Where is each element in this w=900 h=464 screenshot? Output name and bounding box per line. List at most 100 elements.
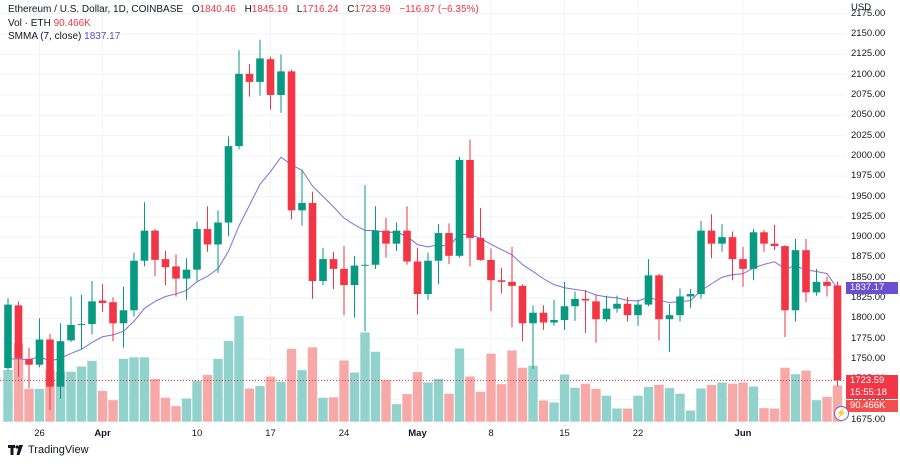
candle-body	[151, 230, 159, 260]
candle-body	[245, 73, 254, 82]
candle-body	[287, 71, 296, 211]
volume-label[interactable]: Vol · ETH	[8, 17, 51, 29]
candle-body	[172, 266, 180, 279]
volume-bar	[24, 388, 34, 422]
volume-bar	[328, 397, 339, 422]
tradingview-logo-icon	[8, 444, 23, 455]
price-axis-label: 1675.00	[851, 413, 886, 425]
volume-bar	[738, 382, 748, 422]
volume-bar	[433, 378, 444, 422]
candle-body	[403, 230, 411, 262]
volume-bar	[759, 408, 769, 422]
candle-body	[707, 230, 716, 244]
volume-bar	[643, 386, 654, 422]
volume-bar	[150, 378, 160, 422]
candle-body	[791, 250, 800, 311]
volume-bar	[465, 376, 475, 422]
price-axis-label: 2050.00	[851, 109, 886, 121]
candle-body	[88, 301, 96, 325]
last-price-tag: 1723.59 15:55:18	[846, 374, 898, 399]
candle-body	[203, 229, 212, 245]
volume-bar	[3, 370, 13, 422]
low-value: 1716.24	[302, 4, 339, 15]
smma-label[interactable]: SMMA (7, close)	[8, 31, 82, 42]
volume-bar	[213, 358, 223, 422]
candle-body	[529, 312, 537, 324]
volume-bar	[87, 360, 97, 422]
price-chart[interactable]	[0, 0, 846, 426]
volume-bar	[601, 395, 612, 422]
candle-body	[434, 233, 443, 261]
candle-body	[109, 302, 117, 324]
price-axis-label: 1925.00	[851, 210, 886, 222]
volume-bar	[202, 374, 213, 422]
price-axis-label: 2025.00	[851, 129, 886, 141]
candle-body	[739, 259, 747, 269]
symbol-title[interactable]: Ethereum / U.S. Dollar, 1D, COINBASE	[8, 4, 184, 15]
time-axis-label: 17	[265, 428, 276, 439]
smma-price-tag: 1837.17	[846, 282, 898, 295]
candle-body	[560, 306, 569, 321]
candle-body	[392, 230, 401, 244]
candle-body	[224, 146, 233, 223]
change-value: −116.87 (−6.35%)	[399, 4, 479, 15]
volume-bar	[412, 372, 423, 422]
volume-bar	[612, 408, 622, 422]
volume-bar	[255, 386, 265, 422]
price-axis-label: 1975.00	[851, 170, 886, 182]
volume-bar	[507, 350, 517, 422]
high-prefix: H	[244, 4, 252, 15]
time-axis-label: Jun	[734, 428, 752, 439]
time-axis-label: 24	[338, 428, 350, 439]
candle-body	[308, 203, 317, 282]
candle-body	[235, 73, 243, 147]
tradingview-logo[interactable]: TradingView	[8, 444, 89, 456]
volume-bar	[118, 358, 129, 422]
volume-bar	[160, 397, 171, 422]
price-axis-label: 1950.00	[851, 190, 886, 202]
volume-bar	[769, 408, 780, 422]
candle-body	[634, 304, 642, 316]
volume-bar	[307, 347, 318, 422]
volume-bar	[360, 332, 370, 422]
volume-bar	[496, 384, 507, 422]
price-axis-label: 1850.00	[851, 271, 886, 283]
candle-body	[613, 303, 621, 309]
candle-body	[46, 339, 54, 387]
price-axis-label: 1900.00	[851, 231, 886, 243]
bar-countdown: 15:55:18	[850, 386, 887, 398]
time-axis-label: Apr	[94, 428, 111, 439]
candle-body	[35, 339, 44, 365]
candle-body	[623, 303, 632, 316]
time-axis-label: 15	[559, 428, 570, 439]
candle-body	[823, 281, 831, 286]
volume-bar	[297, 370, 307, 422]
smma-row: SMMA (7, close) 1837.17	[8, 30, 479, 44]
currency-label[interactable]: USD	[851, 2, 872, 13]
candle-body	[371, 230, 380, 265]
candle-body	[445, 233, 453, 256]
price-axis-label: 2000.00	[851, 149, 886, 161]
volume-bar	[423, 382, 433, 422]
candle-body	[77, 324, 86, 326]
volume-bar	[696, 388, 706, 422]
volume-bar	[171, 406, 181, 422]
time-axis-label: 8	[488, 428, 494, 439]
candle-body	[98, 300, 107, 303]
volume-bar	[580, 383, 591, 422]
candle-body	[266, 59, 275, 95]
price-axis-label: 1875.00	[851, 251, 886, 263]
volume-bar	[633, 395, 643, 422]
candle-body	[665, 315, 674, 320]
volume-bars	[3, 316, 843, 422]
lightning-icon[interactable]: ⚡	[834, 406, 849, 421]
candle-body	[602, 308, 611, 320]
volume-bar	[139, 357, 150, 422]
time-axis-label: May	[408, 428, 427, 439]
candle-body	[413, 261, 422, 295]
volume-bar	[181, 398, 192, 422]
volume-bar	[570, 387, 580, 422]
candle-body	[382, 230, 390, 244]
candle-body	[424, 260, 432, 295]
price-axis-label: 1800.00	[851, 312, 886, 324]
